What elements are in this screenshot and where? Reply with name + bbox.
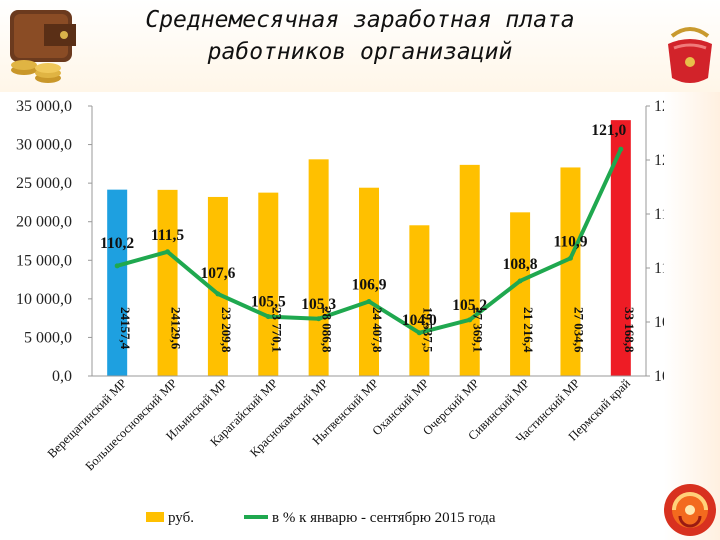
y-right-tick-label: 125 — [654, 98, 664, 115]
bar — [207, 196, 228, 376]
line-value-label: 108,8 — [503, 256, 538, 273]
bar-value-label: 24129,6 — [169, 307, 184, 350]
bar-value-label: 28 086,8 — [320, 307, 335, 353]
bar — [610, 120, 631, 376]
y-left-tick-label: 20 000,0 — [16, 214, 72, 231]
legend-label-line: в % к январю - сентябрю 2015 года — [272, 510, 496, 526]
bar-value-label: 24157,4 — [118, 307, 133, 350]
bar-value-label: 19 537,5 — [420, 307, 435, 353]
bar — [258, 192, 279, 376]
bar-value-label: 21 216,4 — [521, 307, 536, 353]
labels-group: 24157,4 24129,6 23 209,8 23 770,1 28 086,8 24… — [100, 122, 637, 353]
line-value-label: 104,0 — [402, 312, 437, 329]
bar — [308, 159, 329, 376]
bar — [510, 212, 531, 376]
title-line-1: Среднемесячная заработная плата — [145, 7, 575, 33]
line-point — [215, 291, 221, 297]
y-left-tick-label: 10 000,0 — [16, 291, 72, 308]
bar-value-label: 23 770,1 — [269, 307, 284, 353]
bar-value-label: 23 209,8 — [219, 307, 234, 353]
bar-value-label: 27 369,1 — [471, 307, 486, 353]
y-right-tick-label: 100 — [654, 368, 664, 385]
line-value-label: 107,6 — [200, 265, 235, 282]
y-left-tick-label: 35 000,0 — [16, 98, 72, 115]
line-point — [114, 263, 120, 269]
line-point — [618, 146, 624, 152]
bar-value-label: 24 407,8 — [370, 307, 385, 353]
bar — [157, 189, 178, 376]
bar — [359, 187, 379, 376]
line-point — [165, 249, 171, 255]
x-tick-label: Большесосновский МР — [83, 376, 180, 473]
y-left-tick-label: 25 000,0 — [16, 175, 72, 192]
wallet-coins-icon — [10, 10, 76, 83]
header-band — [0, 0, 720, 92]
legend-swatch-bars — [146, 512, 164, 522]
line-value-label: 106,9 — [352, 276, 387, 293]
bar-value-label: 27 034,6 — [571, 307, 586, 353]
bar — [560, 167, 581, 376]
line-point — [316, 316, 322, 322]
line-value-label: 105,3 — [301, 296, 336, 313]
legend-label-bars: руб. — [168, 510, 194, 526]
page-title: Среднемесячная заработная плата работник… — [110, 4, 610, 68]
y-left-tick-label: 15 000,0 — [16, 252, 72, 269]
bar — [409, 225, 430, 376]
y-left-tick-label: 0,0 — [52, 368, 72, 385]
line-point — [366, 298, 372, 304]
red-purse-icon — [668, 27, 712, 83]
line-point — [467, 317, 473, 323]
line-value-label: 111,5 — [151, 227, 184, 244]
bar — [459, 164, 480, 376]
line-value-label: 110,9 — [553, 233, 587, 250]
bars-group — [107, 120, 631, 376]
line-group — [114, 146, 624, 336]
chart: 0,0 5 000,0 10 000,0 15 000,0 20 000,0 25 000… — [16, 98, 664, 526]
y-right-tick-label: 110 — [654, 260, 664, 277]
y-left-tick-label: 5 000,0 — [24, 329, 72, 346]
legend-group: руб. в % к январю - сентябрю 2015 года — [146, 510, 496, 526]
line-value-label: 105,5 — [251, 294, 286, 311]
y-right-tick-label: 115 — [654, 206, 664, 223]
line-value-label: 105,2 — [452, 297, 487, 314]
line-point — [265, 314, 271, 320]
line-value-label: 121,0 — [591, 122, 626, 139]
line-value-label: 110,2 — [100, 235, 134, 252]
decor-strip — [664, 92, 720, 540]
bar-value-label: 33 168,8 — [622, 307, 637, 353]
line-point — [567, 255, 573, 261]
swirl-decoration-icon — [664, 484, 716, 536]
y-right-tick-label: 105 — [654, 314, 664, 331]
y-left-tick-label: 30 000,0 — [16, 137, 72, 154]
title-line-2: работников организаций — [207, 39, 513, 65]
bar — [107, 189, 128, 376]
line-point — [416, 330, 422, 336]
y-right-tick-label: 120 — [654, 152, 664, 169]
line-point — [517, 278, 523, 284]
